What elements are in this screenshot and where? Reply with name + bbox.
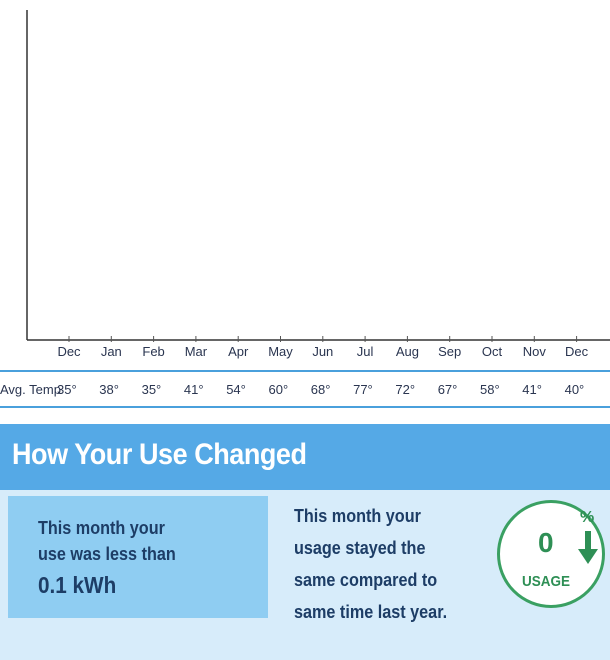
avg-temp-row: Avg. Temp 35° 38° 35° 41° 54° 60° 68° 77° 72° 67°…	[0, 370, 610, 408]
x-tick-label: Sep	[438, 344, 461, 359]
avg-temp-value: 67°	[437, 382, 458, 397]
avg-temp-value: 40°	[564, 382, 585, 397]
comparison-line-1: This month your	[294, 506, 421, 526]
usage-chart: Dec Jan Feb Mar Apr May Jun Jul Aug Sep Oct Nov Dec	[26, 10, 610, 359]
avg-temp-value: 35°	[141, 382, 162, 397]
usage-change-badge: 0 % USAGE	[497, 500, 605, 608]
usage-change-panel: This month your use was less than 0.1 kW…	[0, 490, 610, 660]
x-tick-label: Jun	[312, 344, 333, 359]
x-tick-label: Jan	[101, 344, 122, 359]
x-tick-label: Jul	[357, 344, 374, 359]
comparison-line-3: same compared to	[294, 570, 438, 590]
usage-amount: 0.1 kWh	[38, 572, 117, 598]
x-tick-label: Dec	[565, 344, 589, 359]
section-title: How Your Use Changed	[12, 438, 307, 471]
x-tick-label: Nov	[523, 344, 547, 359]
chart-marks: Dec Jan Feb Mar Apr May Jun Jul Aug Sep Oct Nov Dec	[57, 336, 589, 359]
usage-summary-box: This month your use was less than 0.1 kW…	[8, 496, 268, 618]
avg-temp-value: 58°	[480, 382, 500, 397]
comparison-line-4: same time last year.	[294, 602, 448, 622]
x-tick-label: Mar	[185, 344, 208, 359]
usage-summary-line-1: This month your	[38, 518, 165, 538]
arrow-down-icon	[578, 531, 598, 564]
comparison-text: This month your usage stayed the same co…	[294, 500, 465, 628]
avg-temp-value: 54°	[226, 382, 246, 397]
x-tick-label: Feb	[142, 344, 164, 359]
x-tick-label: Apr	[228, 344, 249, 359]
comparison-line-2: usage stayed the	[294, 538, 426, 558]
usage-label: USAGE	[522, 573, 571, 590]
avg-temp-label: Avg. Temp	[0, 382, 61, 397]
avg-temp-value: 72°	[395, 382, 416, 397]
x-tick-label: Aug	[396, 344, 419, 359]
avg-temp-value: 38°	[99, 382, 119, 397]
x-tick-label: Dec	[57, 344, 81, 359]
avg-temp-value: 41°	[183, 382, 204, 397]
avg-temp-value: 35°	[57, 382, 77, 397]
usage-summary-line-2: use was less than	[38, 544, 176, 564]
section-header: How Your Use Changed	[0, 424, 610, 490]
avg-temp-value: 41°	[522, 382, 542, 397]
usage-change-percent: 0	[538, 527, 554, 558]
x-tick-label: May	[268, 344, 293, 359]
x-tick-label: Oct	[482, 344, 503, 359]
percent-sign: %	[580, 509, 595, 526]
avg-temp-value: 77°	[353, 382, 373, 397]
avg-temp-value: 68°	[310, 382, 331, 397]
avg-temp-value: 60°	[268, 382, 289, 397]
